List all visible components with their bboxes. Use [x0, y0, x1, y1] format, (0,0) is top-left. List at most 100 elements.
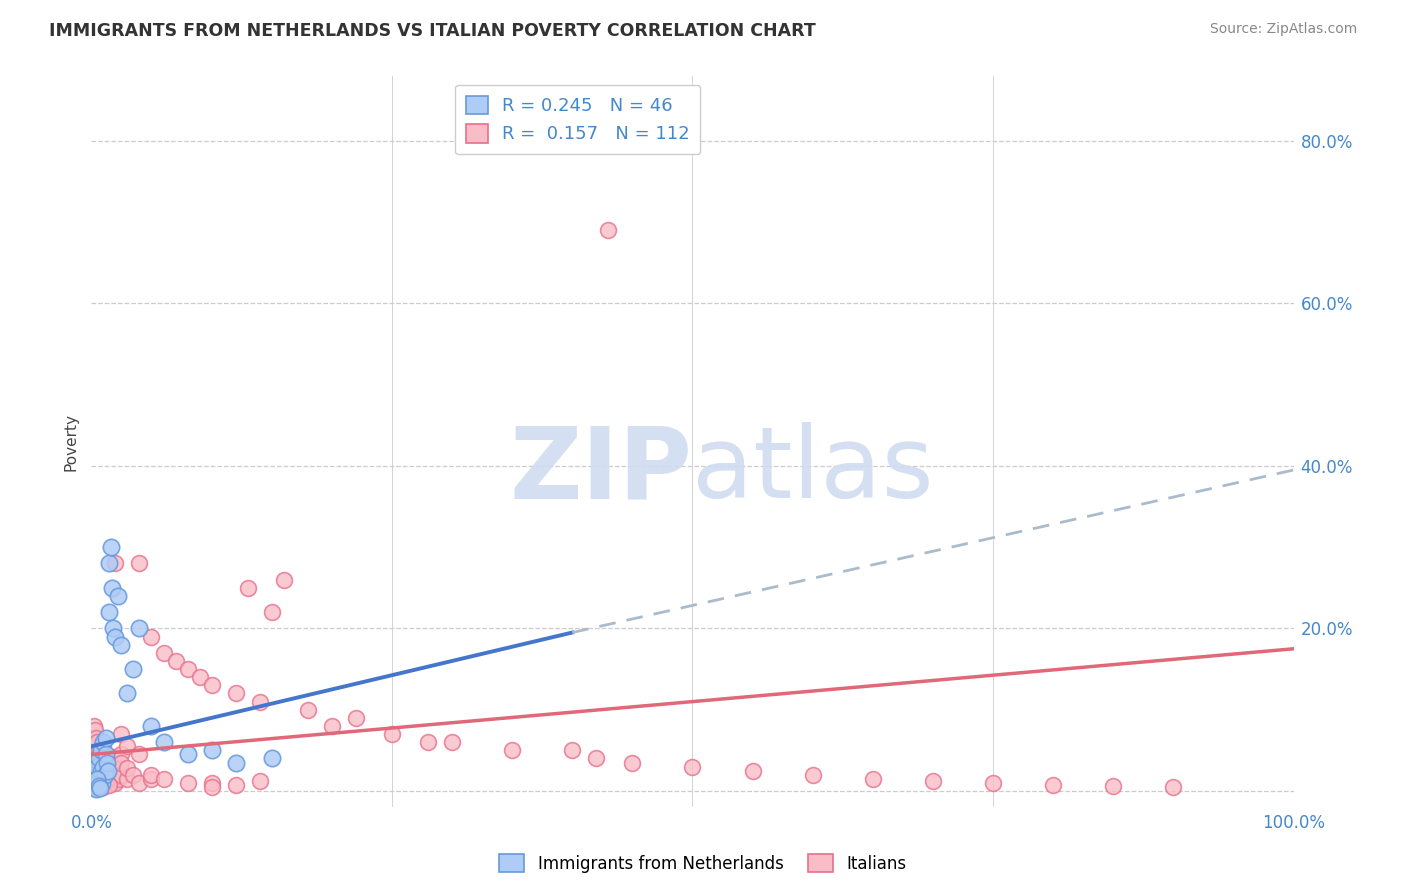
Point	[165, 654, 187, 668]
Point	[681, 759, 703, 773]
Point	[84, 777, 107, 791]
Point	[117, 761, 139, 775]
Point	[110, 768, 132, 782]
Point	[104, 776, 127, 790]
Point	[93, 780, 115, 794]
Point	[249, 774, 271, 789]
Point	[82, 751, 104, 765]
Point	[598, 223, 620, 237]
Point	[87, 772, 110, 786]
Legend: Immigrants from Netherlands, Italians: Immigrants from Netherlands, Italians	[492, 847, 914, 880]
Point	[86, 766, 108, 780]
Point	[87, 779, 110, 793]
Point	[86, 776, 108, 790]
Point	[82, 776, 104, 790]
Point	[176, 662, 198, 676]
Point	[128, 747, 150, 762]
Point	[105, 769, 128, 783]
Point	[321, 719, 343, 733]
Point	[501, 743, 523, 757]
Point	[1042, 777, 1064, 791]
Point	[236, 581, 259, 595]
Point	[83, 768, 105, 782]
Point	[93, 753, 115, 767]
Point	[84, 772, 107, 786]
Point	[201, 743, 224, 757]
Point	[249, 695, 271, 709]
Point	[86, 753, 108, 767]
Point	[225, 686, 247, 700]
Point	[84, 774, 107, 789]
Point	[89, 774, 111, 789]
Point	[801, 768, 824, 782]
Point	[128, 622, 150, 636]
Point	[84, 747, 107, 762]
Point	[862, 772, 884, 786]
Y-axis label: Poverty: Poverty	[63, 412, 79, 471]
Point	[381, 727, 404, 741]
Point	[89, 774, 111, 789]
Point	[100, 540, 122, 554]
Point	[110, 747, 132, 762]
Point	[741, 764, 763, 778]
Point	[93, 768, 115, 782]
Point	[93, 772, 115, 786]
Point	[122, 662, 145, 676]
Text: atlas: atlas	[692, 422, 934, 519]
Point	[93, 735, 115, 749]
Point	[260, 751, 283, 765]
Point	[91, 779, 114, 793]
Point	[87, 743, 110, 757]
Point	[84, 756, 107, 770]
Point	[101, 581, 124, 595]
Point	[103, 750, 125, 764]
Point	[89, 761, 111, 775]
Point	[922, 774, 945, 789]
Point	[110, 756, 132, 770]
Point	[83, 743, 105, 757]
Point	[86, 735, 108, 749]
Point	[83, 780, 105, 794]
Point	[104, 630, 127, 644]
Point	[225, 756, 247, 770]
Point	[107, 759, 129, 773]
Point	[98, 776, 121, 790]
Point	[87, 759, 110, 773]
Point	[83, 772, 105, 786]
Point	[83, 780, 105, 794]
Point	[96, 769, 118, 783]
Point	[91, 769, 114, 783]
Point	[98, 766, 121, 780]
Point	[101, 756, 124, 770]
Point	[1102, 779, 1125, 793]
Point	[93, 739, 115, 754]
Point	[141, 719, 163, 733]
Point	[94, 761, 117, 775]
Point	[96, 756, 118, 770]
Point	[94, 747, 117, 762]
Point	[297, 703, 319, 717]
Point	[100, 772, 122, 786]
Point	[87, 751, 110, 765]
Point	[90, 764, 112, 778]
Point	[440, 735, 463, 749]
Point	[84, 764, 107, 778]
Point	[84, 731, 107, 746]
Point	[201, 776, 224, 790]
Legend: R = 0.245   N = 46, R =  0.157   N = 112: R = 0.245 N = 46, R = 0.157 N = 112	[456, 85, 700, 154]
Point	[93, 759, 115, 773]
Point	[128, 776, 150, 790]
Point	[104, 557, 127, 571]
Point	[93, 768, 115, 782]
Point	[141, 630, 163, 644]
Point	[84, 777, 107, 791]
Point	[86, 772, 108, 786]
Text: Source: ZipAtlas.com: Source: ZipAtlas.com	[1209, 22, 1357, 37]
Point	[981, 776, 1004, 790]
Point	[83, 719, 105, 733]
Point	[128, 557, 150, 571]
Point	[83, 759, 105, 773]
Point	[94, 731, 117, 746]
Point	[89, 769, 111, 783]
Point	[93, 759, 115, 773]
